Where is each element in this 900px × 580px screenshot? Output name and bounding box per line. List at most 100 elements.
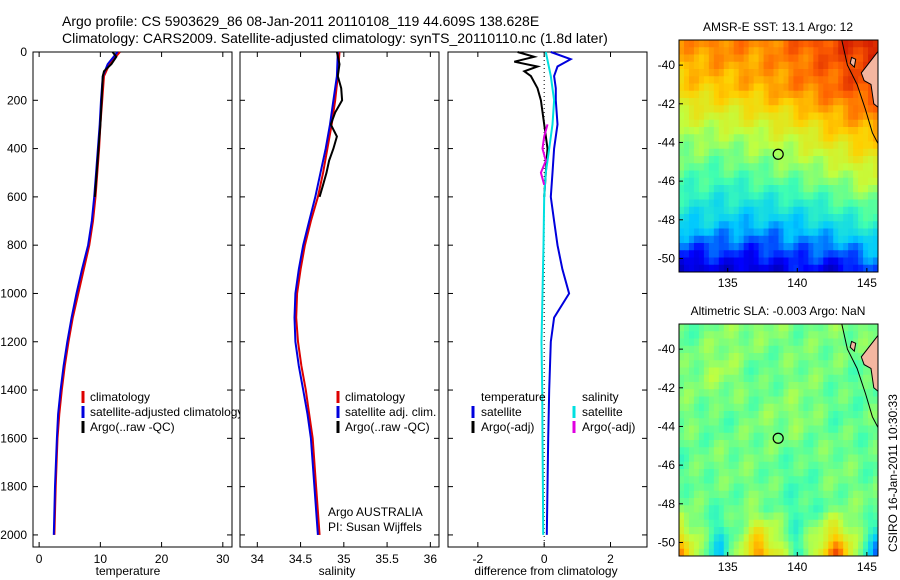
map-cell xyxy=(843,374,849,383)
map-cell xyxy=(793,54,799,63)
map-cell xyxy=(838,490,844,499)
map-cell xyxy=(783,469,790,477)
map-cell xyxy=(838,206,844,215)
map-cell xyxy=(853,440,859,448)
map-cell xyxy=(688,170,695,179)
map-cell xyxy=(728,498,735,506)
map-cell xyxy=(758,331,765,340)
map-cell xyxy=(688,461,695,470)
map-cell xyxy=(778,396,785,405)
map-cell xyxy=(708,199,715,208)
map-cell xyxy=(688,483,695,492)
map-cell xyxy=(863,192,869,201)
map-cell xyxy=(823,461,829,470)
map-cell xyxy=(858,141,864,150)
map-cell xyxy=(733,411,740,419)
map-cell xyxy=(858,98,864,106)
map-cell xyxy=(758,83,765,92)
map-cell xyxy=(693,432,700,441)
map-cell xyxy=(788,134,795,143)
map-cell xyxy=(778,235,785,244)
map-cell xyxy=(798,498,804,506)
map-cell xyxy=(703,534,710,543)
map-cell xyxy=(679,469,685,477)
map-cell xyxy=(768,454,775,463)
map-cell xyxy=(708,512,715,521)
map-cell xyxy=(853,324,859,332)
map-cell xyxy=(793,98,799,106)
map-cell xyxy=(868,490,874,499)
map-cell xyxy=(698,170,705,179)
map-cell xyxy=(773,324,780,332)
map-cell xyxy=(833,324,839,332)
map-cell xyxy=(863,374,869,383)
map-cell xyxy=(713,519,720,528)
map-cell xyxy=(753,505,760,514)
map-cell xyxy=(683,141,690,150)
map-cell xyxy=(693,206,700,215)
map-cell xyxy=(703,214,710,222)
timestamp-text: CSIRO 16-Jan-2011 10:30:33 xyxy=(886,394,900,552)
map-cell xyxy=(778,403,785,412)
map-cell xyxy=(843,411,849,419)
map-cell xyxy=(688,490,695,499)
map-cell xyxy=(728,541,735,550)
shelf-contour xyxy=(841,40,878,145)
map-cell xyxy=(748,534,755,543)
x-tick-label: 2 xyxy=(607,552,614,566)
map-cell xyxy=(783,541,790,550)
map-cell xyxy=(743,374,750,383)
map-cell xyxy=(788,250,795,259)
legend-label: climatology xyxy=(345,390,405,404)
map-cell xyxy=(843,264,849,272)
map-cell xyxy=(753,134,760,143)
map-cell xyxy=(848,396,854,405)
map-cell xyxy=(778,338,785,347)
map-cell xyxy=(768,214,775,222)
map-cell xyxy=(788,235,795,244)
map-cell xyxy=(753,324,760,332)
map-cell xyxy=(748,170,755,179)
map-cell xyxy=(748,389,755,398)
map-cell xyxy=(743,40,750,48)
map-cell xyxy=(723,389,730,398)
map-cell xyxy=(848,243,854,251)
map-cell xyxy=(798,141,804,150)
map-cell xyxy=(873,235,878,244)
map-cell xyxy=(843,119,849,128)
map-cell xyxy=(763,228,770,237)
map-cell xyxy=(683,112,690,121)
map-cell xyxy=(803,382,809,390)
map-cell xyxy=(863,112,869,121)
map-cell xyxy=(788,76,795,85)
map-cell xyxy=(748,141,755,150)
map-cell xyxy=(688,469,695,477)
map-cell xyxy=(853,461,859,470)
map-cell xyxy=(818,170,824,179)
y-tick-label: 1000 xyxy=(0,286,27,300)
map-cell xyxy=(688,112,695,121)
map-cell xyxy=(683,170,690,179)
map-cell xyxy=(679,214,685,222)
map-cell xyxy=(763,47,770,56)
map-cell xyxy=(679,185,685,193)
map-cell xyxy=(693,141,700,150)
map-cell xyxy=(793,199,799,208)
map-cell xyxy=(683,512,690,521)
map-cell xyxy=(853,498,859,506)
map-cell xyxy=(693,324,700,332)
map-cell xyxy=(778,476,785,485)
map-cell xyxy=(703,69,710,77)
map-cell xyxy=(708,76,715,85)
map-cell xyxy=(778,461,785,470)
map-cell xyxy=(843,490,849,499)
map-cell xyxy=(788,360,795,369)
map-cell xyxy=(868,192,874,201)
map-cell xyxy=(853,331,859,340)
map-cell xyxy=(823,541,829,550)
map-cell xyxy=(693,519,700,528)
map-cell xyxy=(698,61,705,70)
map-cell xyxy=(843,83,849,92)
map-cell xyxy=(823,389,829,398)
map-cell xyxy=(693,170,700,179)
